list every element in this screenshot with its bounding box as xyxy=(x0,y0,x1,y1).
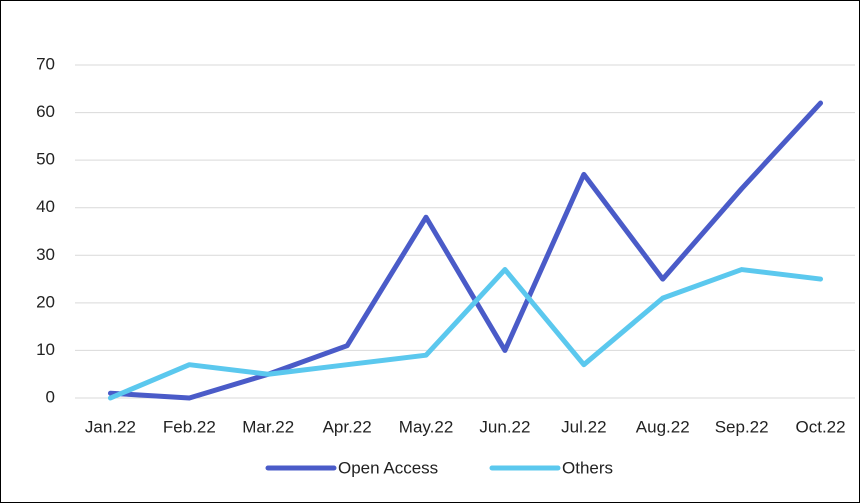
x-tick-label: Jul.22 xyxy=(561,417,606,436)
x-tick-label: Sep.22 xyxy=(715,417,769,436)
x-tick-label: Aug.22 xyxy=(636,417,690,436)
y-tick-label: 0 xyxy=(46,387,55,406)
y-tick-label: 60 xyxy=(36,102,55,121)
y-tick-label: 70 xyxy=(36,54,55,73)
y-tick-label: 30 xyxy=(36,245,55,264)
legend-label: Open Access xyxy=(338,458,438,477)
y-tick-label: 20 xyxy=(36,292,55,311)
x-tick-label: May.22 xyxy=(399,417,454,436)
y-tick-label: 50 xyxy=(36,150,55,169)
y-tick-label: 40 xyxy=(36,197,55,216)
x-tick-label: Oct.22 xyxy=(796,417,846,436)
x-tick-label: Jun.22 xyxy=(479,417,530,436)
x-tick-label: Mar.22 xyxy=(242,417,294,436)
x-tick-label: Apr.22 xyxy=(323,417,372,436)
legend-label: Others xyxy=(562,458,613,477)
x-tick-label: Jan.22 xyxy=(85,417,136,436)
series-line xyxy=(107,267,824,401)
x-tick-label: Feb.22 xyxy=(163,417,216,436)
y-tick-label: 10 xyxy=(36,340,55,359)
series-line xyxy=(107,100,824,401)
